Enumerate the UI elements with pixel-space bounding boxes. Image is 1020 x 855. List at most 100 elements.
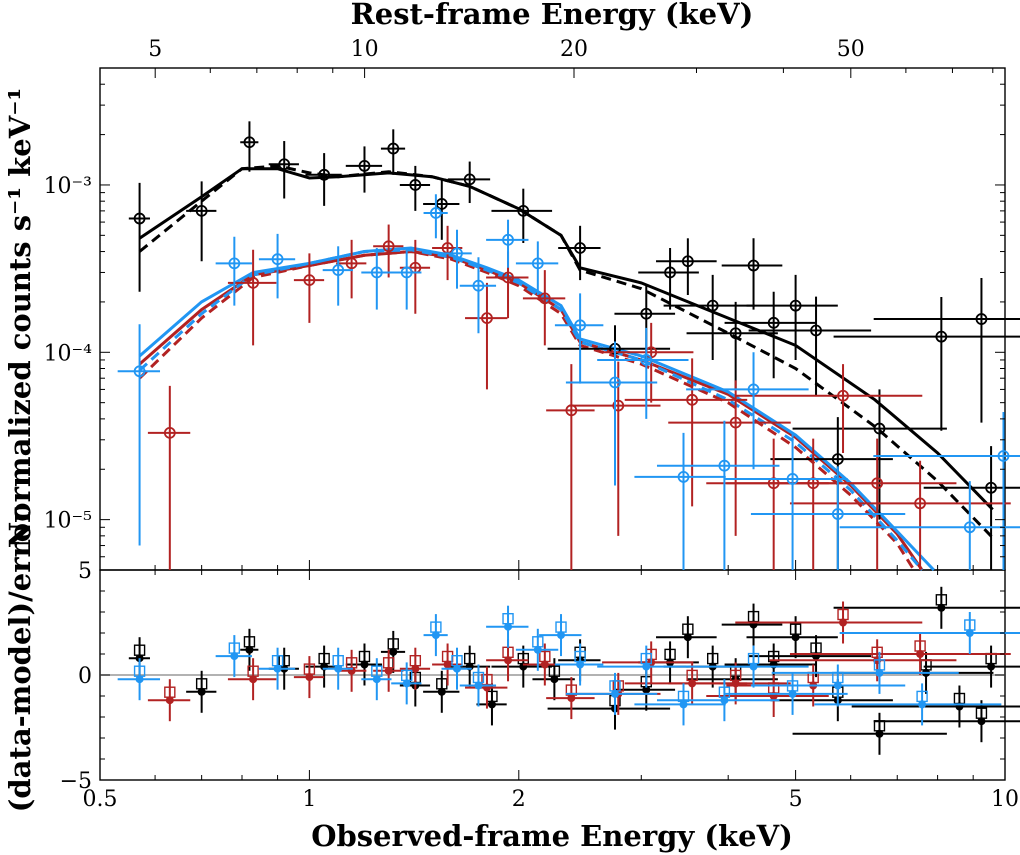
black-point — [767, 316, 780, 329]
black-resid-point — [197, 687, 206, 696]
black-point — [831, 453, 844, 465]
red-point — [612, 399, 625, 412]
blue-point — [831, 508, 844, 520]
black-point — [664, 266, 676, 279]
blue-resid-square — [964, 619, 976, 631]
blue-point — [786, 473, 799, 485]
blue-resid-point — [334, 664, 343, 673]
blue-resid-square — [574, 650, 586, 663]
red-resid-square — [539, 650, 551, 663]
blue-resid-point — [135, 675, 144, 684]
black-point — [747, 259, 760, 272]
black-resid-square — [548, 665, 561, 677]
blue-resid-point — [965, 629, 974, 637]
red-resid-square — [382, 657, 395, 669]
blue-point — [400, 266, 413, 279]
top-axis-tick-label: 50 — [837, 37, 865, 62]
blue-point — [677, 471, 690, 483]
top-axis-title: Rest-frame Energy (keV) — [351, 0, 754, 31]
black-point — [985, 481, 997, 494]
red-resid-point — [249, 675, 258, 684]
red-point — [729, 416, 742, 429]
blue-point — [640, 354, 653, 366]
blue-resid-square — [451, 655, 463, 667]
red-resid-square — [565, 684, 578, 696]
black-resid-point — [791, 633, 800, 642]
blue-point — [747, 383, 760, 396]
x-tick-label: 10 — [991, 787, 1019, 812]
black-resid-square — [706, 652, 719, 665]
blue-resid-square — [502, 613, 514, 625]
x-axis-title: Observed-frame Energy (keV) — [311, 819, 793, 853]
red-point — [382, 240, 395, 253]
blue-point — [531, 257, 544, 270]
blue-point — [332, 264, 345, 276]
blue-resid-point — [452, 664, 461, 673]
red-point — [481, 312, 493, 325]
residual-panel — [99, 569, 1006, 781]
red-resid-point — [305, 673, 314, 682]
blue-resid-point — [431, 631, 440, 640]
y-tick-label: 10⁻⁵ — [44, 509, 92, 534]
x-tick-label: 1 — [302, 787, 316, 812]
black-resid-point — [875, 729, 884, 738]
blue-resid-square — [430, 621, 442, 633]
red-point — [914, 497, 926, 510]
black-resid-square — [682, 623, 694, 635]
black-resid-point — [389, 647, 398, 656]
blue-point — [228, 257, 241, 270]
black-resid-point — [487, 700, 496, 709]
blue-resid-point — [833, 681, 842, 690]
red-resid-square — [409, 655, 422, 667]
data-points — [117, 121, 1020, 570]
blue-resid-square — [271, 655, 284, 667]
black-point — [873, 422, 886, 435]
top-panel-frame — [99, 67, 1006, 571]
blue-resid-square — [677, 690, 690, 703]
red-resid-point — [567, 694, 576, 703]
model-curves — [138, 164, 994, 572]
black-point — [517, 204, 530, 217]
black-resid-point — [987, 662, 996, 671]
blue-resid-point — [504, 622, 513, 631]
black-resid-square — [387, 638, 399, 650]
black-resid-point — [937, 603, 946, 612]
resid-tick-label: 0 — [78, 664, 92, 689]
black-resid-square — [195, 678, 208, 690]
blue-point — [370, 266, 383, 279]
red-point — [163, 426, 176, 439]
black-point — [243, 136, 256, 149]
top-axis-tick-label: 5 — [148, 37, 162, 62]
blue-resid-point — [230, 652, 239, 661]
blue-point — [997, 450, 1010, 462]
blue-resid-square — [609, 680, 621, 692]
red-resid-point — [384, 666, 393, 675]
red-resid-square — [729, 669, 742, 682]
black-resid-point — [977, 717, 986, 726]
red-point — [837, 389, 849, 402]
blue-resid-square — [555, 621, 567, 633]
red-resid-square — [164, 686, 176, 698]
black-point — [789, 299, 802, 312]
black-point — [318, 168, 331, 181]
black-point — [681, 255, 694, 268]
black-resid-square — [789, 623, 802, 635]
blue-resid-square — [332, 655, 344, 667]
red-point — [345, 257, 358, 270]
blue-point — [718, 459, 731, 472]
blue-point — [429, 207, 442, 219]
black-resid-square — [358, 650, 371, 663]
black-point — [810, 324, 822, 337]
blue-resid-point — [372, 675, 381, 684]
black-resid-square — [318, 652, 330, 665]
black-point — [935, 330, 948, 343]
red-resid-square — [686, 669, 698, 682]
black-resid-square — [975, 707, 988, 719]
resid-tick-label: −5 — [60, 769, 92, 794]
y-tick-label: 10⁻³ — [44, 174, 92, 199]
blue-resid-point — [642, 662, 651, 671]
red-resid-point — [165, 696, 174, 705]
black-point — [640, 307, 653, 320]
black-resid-square — [664, 648, 676, 661]
